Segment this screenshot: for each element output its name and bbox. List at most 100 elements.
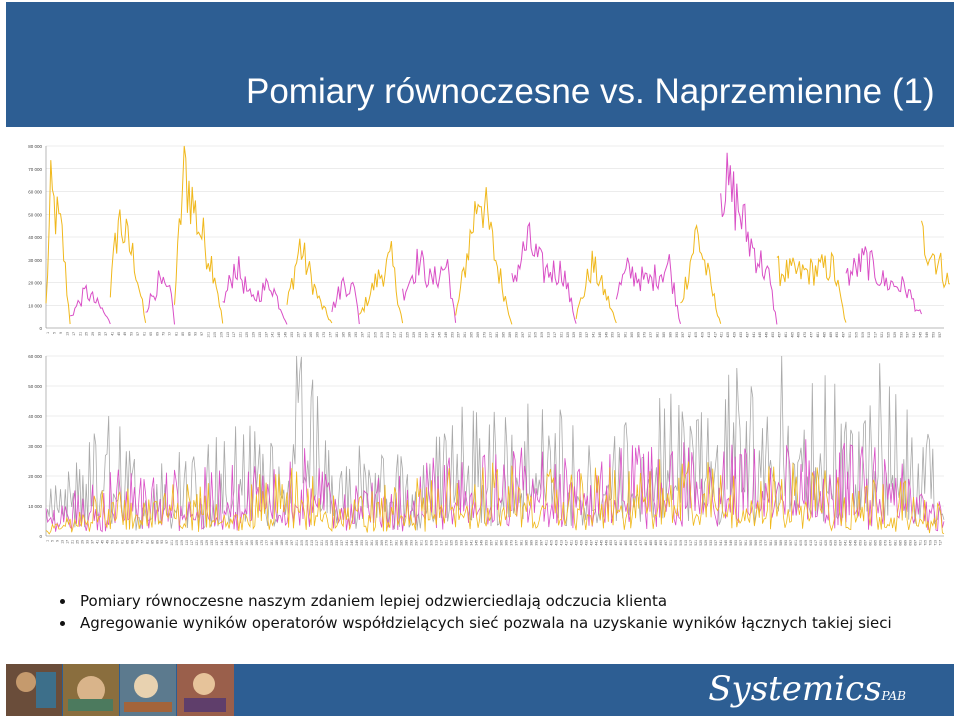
x-tick-label: 69 — [130, 540, 134, 544]
x-tick-label: 53 — [130, 332, 134, 336]
x-tick-label: 133 — [258, 332, 262, 338]
x-tick-label: 625 — [824, 540, 828, 546]
artwork-strip — [6, 664, 234, 716]
series-line-yellow — [575, 250, 617, 324]
x-tick-label: 177 — [265, 540, 269, 546]
x-tick-label: 389 — [529, 540, 533, 546]
x-tick-label: 245 — [350, 540, 354, 546]
x-tick-label: 333 — [460, 540, 464, 546]
x-tick-label: 245 — [437, 332, 441, 338]
x-tick-label: 509 — [861, 332, 865, 338]
x-tick-label: 701 — [919, 540, 923, 546]
series-line-magenta — [331, 276, 360, 325]
x-tick-label: 393 — [534, 540, 538, 546]
x-tick-label: 193 — [354, 332, 358, 338]
x-tick-label: 133 — [210, 540, 214, 546]
x-tick-label: 253 — [360, 540, 364, 546]
x-tick-label: 585 — [774, 540, 778, 546]
x-tick-label: 401 — [688, 332, 692, 338]
x-tick-label: 429 — [733, 332, 737, 338]
x-tick-label: 121 — [195, 540, 199, 546]
x-tick-label: 305 — [534, 332, 538, 338]
x-tick-label: 477 — [639, 540, 643, 546]
x-tick-label: 161 — [303, 332, 307, 338]
x-tick-label: 73 — [162, 332, 166, 336]
x-tick-label: 81 — [174, 332, 178, 336]
bullet-dot-icon — [60, 599, 65, 604]
x-tick-label: 505 — [674, 540, 678, 546]
x-tick-label: 157 — [240, 540, 244, 546]
x-tick-label: 5 — [50, 540, 54, 542]
x-tick-label: 513 — [867, 332, 871, 338]
x-tick-label: 169 — [255, 540, 259, 546]
x-tick-label: 645 — [849, 540, 853, 546]
x-tick-label: 385 — [524, 540, 528, 546]
x-tick-label: 377 — [649, 332, 653, 338]
x-tick-label: 473 — [634, 540, 638, 546]
x-tick-label: 389 — [668, 332, 672, 338]
x-tick-label: 657 — [864, 540, 868, 546]
x-tick-label: 313 — [435, 540, 439, 546]
x-tick-label: 537 — [906, 332, 910, 338]
x-tick-label: 549 — [729, 540, 733, 546]
x-tick-label: 1 — [45, 540, 49, 542]
x-tick-label: 89 — [155, 540, 159, 544]
x-tick-label: 197 — [361, 332, 365, 338]
x-tick-label: 357 — [617, 332, 621, 338]
brand-suffix: PAB — [881, 689, 906, 703]
x-tick-label: 249 — [444, 332, 448, 338]
x-tick-label: 637 — [839, 540, 843, 546]
x-tick-label: 465 — [790, 332, 794, 338]
x-tick-label: 209 — [380, 332, 384, 338]
x-tick-label: 693 — [909, 540, 913, 546]
x-tick-label: 225 — [405, 332, 409, 338]
x-tick-label: 473 — [803, 332, 807, 338]
x-tick-label: 533 — [709, 540, 713, 546]
x-tick-label: 73 — [135, 540, 139, 544]
x-tick-label: 33 — [98, 332, 102, 336]
x-tick-label: 605 — [799, 540, 803, 546]
x-tick-label: 145 — [277, 332, 281, 338]
x-tick-label: 353 — [485, 540, 489, 546]
x-tick-label: 29 — [80, 540, 84, 544]
x-tick-label: 529 — [704, 540, 708, 546]
x-tick-label: 217 — [393, 332, 397, 338]
x-tick-label: 425 — [726, 332, 730, 338]
x-tick-label: 137 — [215, 540, 219, 546]
y-tick-label: 0 — [39, 534, 42, 539]
x-tick-label: 557 — [739, 540, 743, 546]
x-tick-label: 553 — [931, 332, 935, 338]
x-tick-label: 201 — [367, 332, 371, 338]
x-tick-label: 481 — [816, 332, 820, 338]
x-tick-label: 441 — [594, 540, 598, 546]
x-tick-label: 225 — [325, 540, 329, 546]
chart-top-svg: 0 10 000 20 000 30 000 40 000 50 000 60 000 70 … — [28, 144, 950, 338]
y-tick-label: 40 000 — [28, 414, 42, 419]
y-tick-label: 30 000 — [28, 258, 42, 263]
x-tick-label: 461 — [619, 540, 623, 546]
x-tick-label: 277 — [390, 540, 394, 546]
x-tick-label: 697 — [914, 540, 918, 546]
x-tick-label: 213 — [310, 540, 314, 546]
x-tick-label: 457 — [777, 332, 781, 338]
x-tick-label: 341 — [591, 332, 595, 338]
x-tick-label: 501 — [669, 540, 673, 546]
x-tick-label: 93 — [194, 332, 198, 336]
x-tick-label: 213 — [386, 332, 390, 338]
x-tick-label: 117 — [232, 332, 236, 338]
x-tick-label: 525 — [886, 332, 890, 338]
x-tick-label: 377 — [514, 540, 518, 546]
series-line-yellow — [109, 209, 147, 323]
x-tick-label: 653 — [859, 540, 863, 546]
x-tick-label: 265 — [470, 332, 474, 338]
x-tick-label: 409 — [700, 332, 704, 338]
x-tick-label: 165 — [309, 332, 313, 338]
x-tick-label: 285 — [400, 540, 404, 546]
y-tick-label: 20 000 — [28, 281, 42, 286]
brand-name: Systemics — [708, 669, 882, 709]
x-tick-label: 293 — [514, 332, 518, 338]
x-tick-label: 717 — [939, 540, 943, 546]
x-tick-label: 57 — [136, 332, 140, 336]
x-tick-label: 385 — [662, 332, 666, 338]
x-tick-label: 673 — [884, 540, 888, 546]
